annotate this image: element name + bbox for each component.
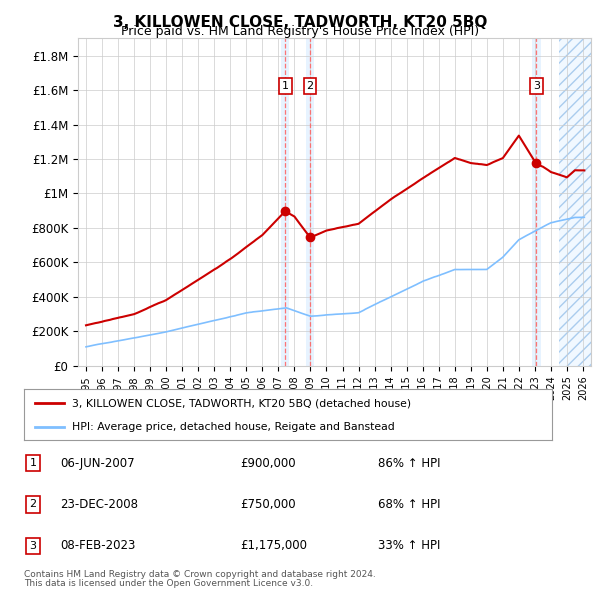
Text: 2: 2 [307,81,314,91]
Text: 08-FEB-2023: 08-FEB-2023 [60,539,136,552]
Text: 3: 3 [533,81,540,91]
Bar [559,38,591,366]
Text: 1: 1 [29,458,37,468]
Text: HPI: Average price, detached house, Reigate and Banstead: HPI: Average price, detached house, Reig… [71,422,394,432]
Text: 68% ↑ HPI: 68% ↑ HPI [378,498,440,511]
Text: £750,000: £750,000 [240,498,296,511]
Text: 86% ↑ HPI: 86% ↑ HPI [378,457,440,470]
Text: 3, KILLOWEN CLOSE, TADWORTH, KT20 5BQ: 3, KILLOWEN CLOSE, TADWORTH, KT20 5BQ [113,15,487,30]
Text: £1,175,000: £1,175,000 [240,539,307,552]
Text: £900,000: £900,000 [240,457,296,470]
Bar [306,38,314,366]
Text: 23-DEC-2008: 23-DEC-2008 [60,498,138,511]
Text: 06-JUN-2007: 06-JUN-2007 [60,457,134,470]
Text: Contains HM Land Registry data © Crown copyright and database right 2024.: Contains HM Land Registry data © Crown c… [24,570,376,579]
Text: Price paid vs. HM Land Registry's House Price Index (HPI): Price paid vs. HM Land Registry's House … [121,25,479,38]
Text: 2: 2 [29,500,37,509]
Text: 3, KILLOWEN CLOSE, TADWORTH, KT20 5BQ (detached house): 3, KILLOWEN CLOSE, TADWORTH, KT20 5BQ (d… [71,398,410,408]
Text: 33% ↑ HPI: 33% ↑ HPI [378,539,440,552]
Bar [281,38,289,366]
Bar [559,38,591,366]
Text: 3: 3 [29,541,37,550]
Text: 1: 1 [282,81,289,91]
Text: This data is licensed under the Open Government Licence v3.0.: This data is licensed under the Open Gov… [24,579,313,588]
Bar [532,38,541,366]
